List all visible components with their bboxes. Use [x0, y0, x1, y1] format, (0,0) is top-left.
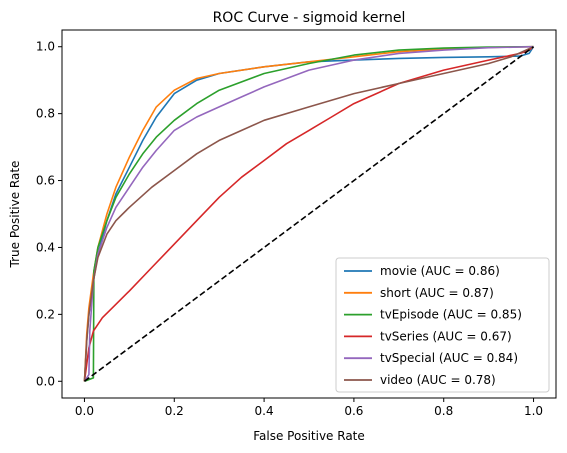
- series-line-5: [83, 45, 534, 382]
- y-axis: 0.0 0.2 0.4 0.6 0.8 1.0: [36, 40, 62, 388]
- y-tick-label: 0.2: [36, 307, 55, 321]
- legend-label-1: short (AUC = 0.87): [380, 286, 494, 300]
- legend-label-5: video (AUC = 0.78): [380, 373, 496, 387]
- x-axis-label: False Positive Rate: [253, 429, 365, 443]
- series-line-2: [84, 45, 534, 383]
- legend-label-3: tvSeries (AUC = 0.67): [380, 329, 512, 343]
- x-axis: 0.0 0.2 0.4 0.6 0.8 1.0: [75, 398, 543, 418]
- y-tick-label: 0.4: [36, 240, 55, 254]
- y-tick-label: 0.8: [36, 107, 55, 121]
- y-tick-label: 0.6: [36, 174, 55, 188]
- y-axis-label: True Positive Rate: [8, 161, 22, 269]
- diagonal-reference-line: [83, 46, 535, 382]
- legend-box: [335, 257, 550, 393]
- x-tick-label: 0.0: [75, 404, 94, 418]
- axes-frame: [61, 29, 557, 399]
- legend-label-2: tvEpisode (AUC = 0.85): [380, 308, 522, 322]
- x-tick-label: 0.6: [344, 404, 363, 418]
- y-tick-label: 0.0: [36, 374, 55, 388]
- x-tick-label: 0.8: [434, 404, 453, 418]
- x-tick-label: 1.0: [524, 404, 543, 418]
- plot-area: [83, 45, 535, 383]
- chart-title: ROC Curve - sigmoid kernel: [213, 10, 406, 26]
- legend: movie (AUC = 0.86) short (AUC = 0.87) tvEp…: [335, 257, 550, 393]
- legend-label-4: tvSpecial (AUC = 0.84): [380, 351, 518, 365]
- y-tick-label: 1.0: [36, 40, 55, 54]
- x-tick-label: 0.2: [165, 404, 184, 418]
- series-line-3: [83, 46, 534, 382]
- legend-label-0: movie (AUC = 0.86): [380, 264, 500, 278]
- x-tick-label: 0.4: [255, 404, 274, 418]
